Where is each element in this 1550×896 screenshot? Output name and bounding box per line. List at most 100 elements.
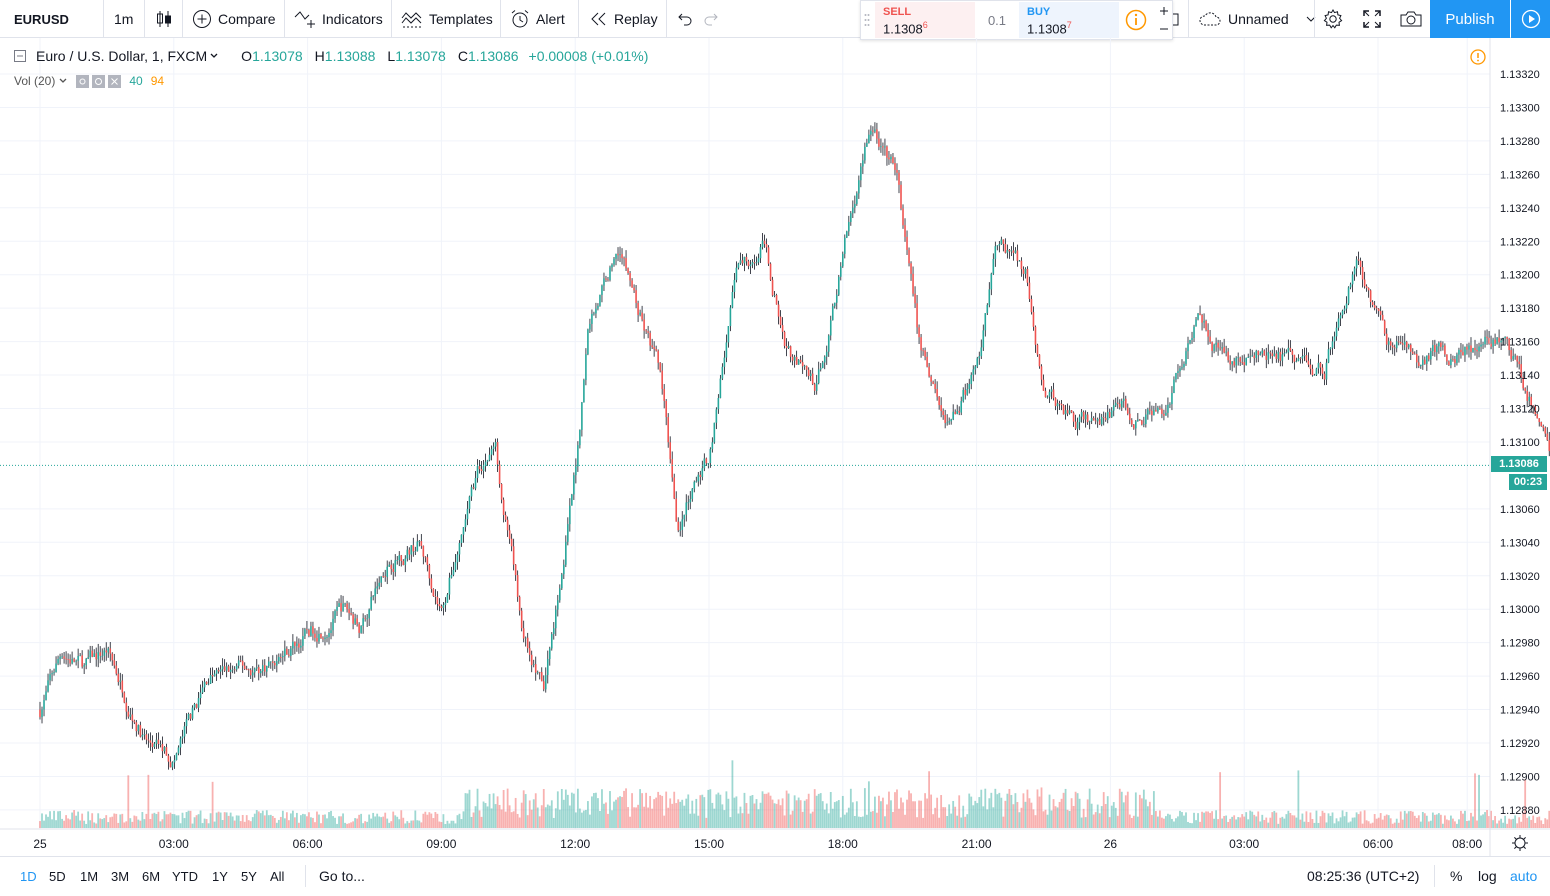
volume-bar (1066, 809, 1069, 828)
alert-button[interactable]: Alert (510, 0, 565, 38)
candle-body (1383, 320, 1386, 334)
candle-body (1339, 315, 1342, 319)
candle-body (534, 664, 537, 673)
range-1y[interactable]: 1Y (212, 868, 228, 884)
buy-button[interactable]: BUY 1.13087 (1019, 2, 1119, 38)
time-axis[interactable]: 25 03:00 06:00 09:00 12:00 15:00 18:00 21:00 26 0… (33, 837, 1482, 851)
candle-body (1271, 353, 1274, 357)
volume-bar (1297, 770, 1300, 828)
clock-timezone[interactable]: 08:25:36 (UTC+2) (1307, 868, 1420, 884)
volume-bar (1104, 803, 1107, 828)
volume-bar (101, 819, 104, 828)
candle-body (1197, 313, 1199, 320)
volume-bar (1341, 810, 1344, 828)
candle-body (884, 146, 886, 148)
candle-body (362, 618, 364, 626)
symbol-search[interactable]: EURUSD (14, 0, 69, 38)
volume-bar (75, 815, 78, 828)
candle-body (982, 330, 985, 348)
fullscreen-button[interactable] (1361, 0, 1383, 38)
layout-name-button[interactable]: Unnamed (1198, 0, 1319, 38)
log-scale-toggle[interactable]: log (1478, 868, 1497, 884)
quantity-minus-icon[interactable] (1158, 22, 1170, 36)
candle-body (942, 410, 944, 416)
collapse-icon[interactable] (14, 50, 26, 62)
axis-settings-button[interactable] (1512, 835, 1528, 851)
volume-bar (1431, 812, 1434, 828)
bar-countdown-value: 00:23 (1513, 476, 1543, 488)
chevron-down-icon[interactable] (58, 76, 68, 86)
candle-body (639, 312, 641, 315)
publish-button[interactable]: Publish (1430, 0, 1510, 38)
redo-button[interactable] (704, 0, 720, 38)
volume-bar (1213, 818, 1215, 828)
candle-body (1476, 349, 1478, 352)
undo-button[interactable] (676, 0, 692, 38)
candle-body (207, 683, 210, 685)
range-3m[interactable]: 3M (111, 868, 130, 884)
info-icon[interactable] (1125, 9, 1147, 31)
alert-label: Alert (536, 11, 565, 27)
candle-body (161, 744, 164, 752)
volume-bar (302, 813, 304, 828)
candle-body (151, 742, 154, 747)
range-6m[interactable]: 6M (142, 868, 161, 884)
compare-button[interactable]: Compare (192, 0, 276, 38)
goto-date-button[interactable]: Go to... (319, 868, 365, 884)
candle-body (1512, 356, 1514, 360)
range-all[interactable]: All (270, 868, 285, 884)
volume-bar (932, 814, 935, 828)
interval-button[interactable]: 1m (114, 0, 133, 38)
replay-button[interactable]: Replay (590, 0, 658, 38)
remove-icon[interactable] (108, 74, 122, 88)
volume-bar (1351, 817, 1354, 828)
auto-scale-toggle[interactable]: auto (1510, 868, 1538, 884)
candle-body (874, 129, 876, 132)
range-5d[interactable]: 5D (49, 868, 66, 884)
candle-body (550, 634, 553, 649)
candle-body (793, 356, 796, 361)
drag-handle-icon[interactable] (864, 13, 870, 27)
settings-button[interactable] (1322, 0, 1344, 38)
indicators-button[interactable]: Indicators (294, 0, 383, 38)
candle-body (1387, 341, 1390, 345)
price-axis[interactable]: 1.133201.133001.132801.132601.132401.132… (1500, 69, 1540, 817)
quantity-plus-icon[interactable] (1158, 4, 1170, 18)
settings-icon[interactable] (92, 74, 106, 88)
volume-bar (1209, 812, 1211, 828)
series-title[interactable]: Euro / U.S. Dollar, 1, FXCM (36, 48, 208, 64)
volume-bar (1152, 791, 1155, 828)
volume-bar (599, 811, 601, 828)
sell-button[interactable]: SELL 1.13086 (875, 2, 975, 38)
data-warning-icon[interactable] (1469, 48, 1487, 66)
candle-body (255, 667, 258, 669)
range-1d[interactable]: 1D (20, 868, 37, 884)
range-5y[interactable]: 5Y (241, 868, 257, 884)
chart-style-button[interactable] (155, 0, 173, 38)
range-ytd[interactable]: YTD (172, 868, 198, 884)
volume-bar (1480, 815, 1482, 828)
candle-body (711, 442, 714, 450)
price-chart[interactable]: 1.133201.133001.132801.132601.132401.132… (0, 38, 1550, 856)
volume-bar (986, 809, 989, 828)
chevron-down-icon[interactable] (209, 51, 219, 61)
candle-body (314, 633, 316, 638)
candle-body (1377, 308, 1380, 312)
volume-bar (73, 810, 76, 828)
candle-body (1108, 412, 1111, 418)
candle-body (320, 633, 322, 639)
volume-bar (1413, 815, 1416, 828)
volume-title[interactable]: Vol (20) (14, 74, 56, 88)
percent-scale-toggle[interactable]: % (1450, 868, 1463, 884)
candle-body (1020, 260, 1023, 270)
candle-body (450, 574, 453, 578)
candle-body (1263, 350, 1266, 356)
visibility-icon[interactable] (76, 74, 90, 88)
templates-button[interactable]: Templates (401, 0, 493, 38)
publish-video-button[interactable] (1511, 0, 1550, 38)
candle-body (729, 307, 732, 327)
volume-bar (1076, 793, 1079, 828)
range-1m[interactable]: 1M (80, 868, 99, 884)
volume-bar (821, 801, 824, 828)
snapshot-button[interactable] (1399, 0, 1423, 38)
